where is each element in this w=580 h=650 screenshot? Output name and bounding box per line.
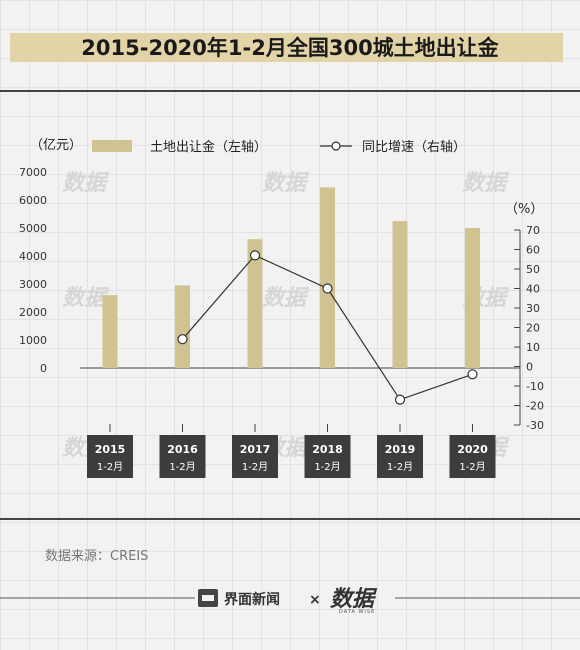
growth-point-2020 bbox=[467, 369, 478, 380]
right-axis-tick-label: -20 bbox=[526, 400, 544, 413]
category-year: 2020 bbox=[457, 443, 488, 456]
bar-2015 bbox=[102, 295, 118, 368]
watermark: 数据 bbox=[462, 171, 510, 196]
right-axis-tick-label: 20 bbox=[526, 322, 540, 335]
right-axis-tick-label: 50 bbox=[526, 263, 540, 276]
left-axis-tick-label: 2000 bbox=[19, 306, 47, 319]
right-axis-tick-label: 60 bbox=[526, 244, 540, 257]
right-axis-tick-label: -10 bbox=[526, 380, 544, 393]
jiemian-logo-icon-inner bbox=[202, 595, 214, 601]
x-axis-categories: 2015 1-2月 2016 1-2月 2017 1-2月 2018 1-2月 2019 1-2月… bbox=[87, 435, 496, 478]
category-year: 2019 bbox=[385, 443, 416, 456]
category-period: 1-2月 bbox=[387, 461, 413, 473]
watermark: 数据 bbox=[262, 286, 310, 311]
right-axis-tick-label: 30 bbox=[526, 302, 540, 315]
bottom-divider bbox=[0, 518, 580, 520]
growth-point-2016 bbox=[177, 334, 188, 345]
footer-times: × bbox=[309, 592, 321, 608]
watermark-layer: 数据数据数据数据数据数据数据数据数据 bbox=[62, 171, 510, 461]
category-2017: 2017 1-2月 bbox=[232, 435, 278, 478]
category-box bbox=[232, 435, 278, 478]
category-box bbox=[377, 435, 423, 478]
shuju-logo: 数据 DATA WISE bbox=[330, 587, 378, 615]
category-year: 2015 bbox=[95, 443, 126, 456]
category-2020: 2020 1-2月 bbox=[449, 435, 496, 478]
category-2016: 2016 1-2月 bbox=[159, 435, 206, 478]
bar-2017 bbox=[247, 239, 263, 368]
shuju-logo-text: 数据 bbox=[330, 587, 378, 612]
category-box bbox=[304, 435, 351, 478]
top-divider bbox=[0, 90, 580, 92]
jiemian-logo-text: 界面新闻 bbox=[224, 591, 280, 608]
left-axis-unit: （亿元） bbox=[30, 138, 82, 153]
left-axis-tick-label: 5000 bbox=[19, 222, 47, 235]
right-axis-unit: （%） bbox=[505, 202, 543, 217]
left-axis: 0 1000 2000 3000 4000 5000 6000 7000 bbox=[19, 166, 47, 375]
watermark: 数据 bbox=[262, 171, 310, 196]
category-year: 2018 bbox=[312, 443, 343, 456]
right-axis-tick-label: 40 bbox=[526, 283, 540, 296]
bar-series bbox=[102, 187, 480, 368]
category-period: 1-2月 bbox=[242, 461, 268, 473]
legend-line-label: 同比增速（右轴） bbox=[362, 140, 466, 155]
growth-point-2017 bbox=[249, 250, 261, 261]
right-axis-tick-label: 0 bbox=[526, 361, 533, 374]
category-2018: 2018 1-2月 bbox=[304, 435, 351, 478]
watermark: 数据 bbox=[62, 286, 110, 311]
legend-line-marker bbox=[331, 141, 341, 151]
category-period: 1-2月 bbox=[169, 461, 195, 473]
x-axis-ticks bbox=[109, 424, 473, 432]
category-period: 1-2月 bbox=[97, 461, 123, 473]
watermark: 数据 bbox=[62, 171, 110, 196]
left-axis-tick-label: 3000 bbox=[19, 278, 47, 291]
jiemian-logo: 界面新闻 bbox=[198, 589, 280, 608]
right-axis-tick-label: 70 bbox=[526, 224, 540, 237]
left-axis-tick-label: 6000 bbox=[19, 194, 47, 207]
legend-bar-label: 土地出让金（左轴） bbox=[150, 139, 267, 155]
bar-2018 bbox=[320, 187, 335, 368]
right-axis-tick-label: 10 bbox=[526, 341, 540, 354]
right-axis-tick-label: -30 bbox=[526, 419, 544, 432]
category-period: 1-2月 bbox=[314, 461, 340, 473]
title-bar bbox=[10, 33, 563, 62]
category-2015: 2015 1-2月 bbox=[87, 435, 133, 478]
growth-point-2018 bbox=[322, 283, 333, 294]
bar-2016 bbox=[175, 285, 190, 368]
left-axis-tick-label: 1000 bbox=[19, 334, 47, 347]
right-axis: 70 60 50 40 30 20 10 0 -10 -20 -30 bbox=[514, 224, 544, 432]
legend-bar-swatch bbox=[92, 140, 132, 152]
bar-2020 bbox=[465, 228, 480, 368]
category-year: 2017 bbox=[240, 443, 271, 456]
category-box bbox=[449, 435, 496, 478]
left-axis-tick-label: 7000 bbox=[19, 166, 47, 179]
category-box bbox=[87, 435, 133, 478]
category-2019: 2019 1-2月 bbox=[377, 435, 423, 478]
left-axis-tick-label: 0 bbox=[40, 362, 47, 375]
category-year: 2016 bbox=[167, 443, 198, 456]
category-period: 1-2月 bbox=[459, 461, 485, 473]
chart-title: 2015-2020年1-2月全国300城土地出让金 bbox=[81, 36, 499, 60]
left-axis-tick-label: 4000 bbox=[19, 250, 47, 263]
line-series bbox=[177, 250, 478, 405]
bar-2019 bbox=[392, 221, 408, 368]
legend: 土地出让金（左轴） 同比增速（右轴） bbox=[92, 139, 466, 155]
category-box bbox=[159, 435, 206, 478]
source-note: 数据来源：CREIS bbox=[45, 549, 148, 564]
shuju-logo-subtext: DATA WISE bbox=[339, 609, 375, 615]
growth-point-2019 bbox=[394, 394, 406, 405]
